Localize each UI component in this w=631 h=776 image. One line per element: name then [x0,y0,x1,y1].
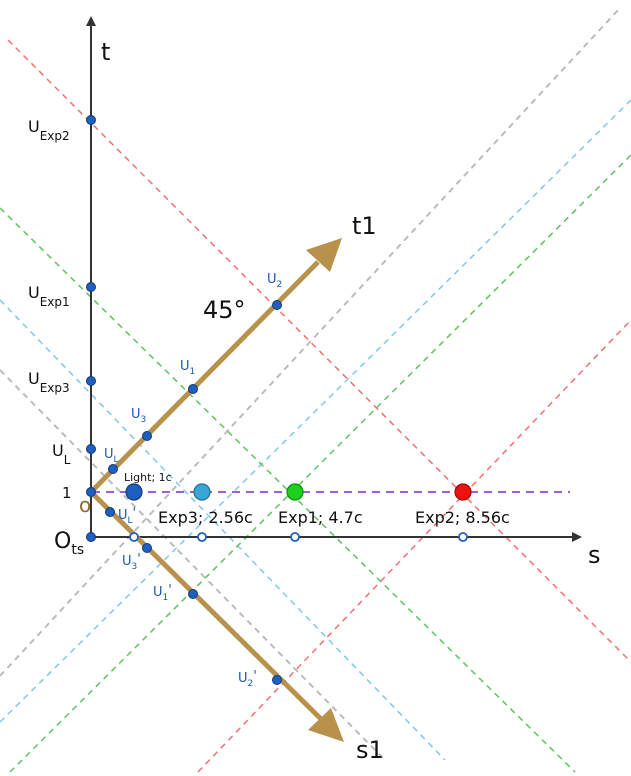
cyan-line-down [0,299,446,761]
s-axis-label: s [588,541,601,569]
point-t1-u-1[interactable] [188,384,198,394]
point-s1-u-3[interactable] [142,543,152,553]
t1-axis-label: t1 [352,212,377,240]
label-t1-u-3: U3 [131,407,146,425]
point-s1-u-2[interactable] [272,675,282,685]
object-exp3[interactable] [193,483,211,501]
label-s1-u-1: U1' [153,583,172,603]
t1-points [108,300,282,474]
green-line-down [0,207,576,773]
object-light[interactable] [125,483,143,501]
label-s1-u-3: U3' [122,552,141,572]
one-label: 1 [62,484,72,502]
red-line-up [197,319,631,773]
label-s1-u-2: U2' [238,669,257,689]
label-t1-u-2: U2 [267,272,282,290]
s1-arrowhead [308,708,344,742]
s1-points [105,507,282,685]
proj-exp1 [290,532,300,542]
s-axis-projections [129,532,468,542]
label-u-exp3: UExp3 [28,369,70,395]
label-t1-u-l: UL [104,447,119,465]
proj-light [129,532,139,542]
point-t1-u-3[interactable] [142,431,152,441]
o-label: o [79,493,91,517]
point-origin[interactable] [86,532,96,542]
grey-line-down [0,369,384,759]
cyan-line-up [0,99,631,723]
t-axis-label: t [101,38,110,66]
point-s1-u-1[interactable] [188,589,198,599]
proj-exp2 [458,532,468,542]
object-exp3-label: Exp3; 2.56c [158,508,253,527]
grey-line-up [0,7,621,677]
point-t1-u-2[interactable] [272,300,282,310]
point-one[interactable] [86,487,96,497]
point-u-l[interactable] [86,444,96,454]
label-u-exp1: UExp1 [28,283,70,309]
t1-axis [89,260,320,494]
point-u-exp3[interactable] [86,376,96,386]
label-u-exp2: UExp2 [28,117,70,143]
object-exp1[interactable] [286,483,304,501]
object-exp2-label: Exp2; 8.56c [415,508,510,527]
red-line-down [7,39,631,663]
object-light-label: Light; 1c [124,471,172,484]
green-line-up [9,154,631,773]
angle-label: 45° [203,296,246,324]
s1-axis-label: s1 [356,736,384,764]
label-s1-u-l: UL' [118,506,136,526]
point-u-exp1[interactable] [86,282,96,292]
objects [125,483,472,501]
proj-exp3 [197,532,207,542]
point-u-exp2[interactable] [86,115,96,125]
t-axis-points [86,115,96,542]
point-s1-u-l[interactable] [105,507,115,517]
point-t1-u-l[interactable] [108,464,118,474]
object-exp2[interactable] [454,483,472,501]
object-exp1-label: Exp1; 4.7c [278,508,363,527]
origin-label: Ots [54,529,84,558]
t1-arrowhead [306,238,342,272]
s1-axis [89,490,324,722]
label-t1-u-1: U1 [180,359,195,377]
diagonal-lines [0,7,631,773]
label-u-l: UL [52,441,71,467]
